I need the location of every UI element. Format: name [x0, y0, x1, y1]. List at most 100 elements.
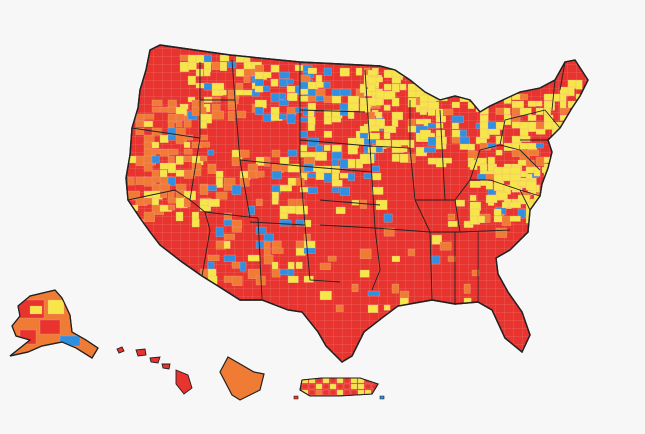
county-patch [495, 227, 508, 238]
county-patch [278, 71, 290, 79]
county-patch [371, 186, 384, 195]
alaska-outline [9, 289, 99, 359]
pr-municipio [315, 383, 323, 390]
county-patch [419, 101, 430, 108]
county-patch [541, 208, 551, 216]
hawaii-island-5 [175, 369, 193, 395]
county-patch [533, 166, 541, 177]
puerto-rico [293, 377, 385, 400]
county-patch [359, 269, 370, 278]
county-patch [495, 149, 503, 156]
pr-municipio [357, 378, 365, 384]
county-patch [493, 180, 504, 191]
county-patch [286, 85, 297, 93]
county-patch [231, 261, 240, 269]
county-patch [485, 194, 498, 204]
county-patch [367, 97, 377, 106]
county-patch [199, 106, 207, 115]
county-patch [335, 206, 346, 215]
county-patch [215, 177, 223, 188]
county-patch [262, 85, 270, 92]
hawaii-island-2 [135, 348, 147, 357]
county-patch [551, 149, 560, 158]
county-patch [315, 95, 324, 102]
county-patch [419, 108, 427, 115]
county-patch [559, 128, 568, 135]
pr-municipio [315, 378, 323, 384]
county-patch [339, 67, 350, 77]
county-patch [295, 205, 308, 215]
county-patch [307, 123, 315, 131]
county-patch [270, 64, 280, 73]
county-patch [509, 215, 521, 222]
county-patch [175, 120, 183, 128]
county-patch [299, 151, 310, 158]
county-patch [439, 241, 452, 251]
county-patch [219, 54, 230, 62]
county-patch [339, 88, 351, 96]
county-patch [469, 180, 481, 188]
county-patch [383, 139, 392, 149]
county-patch [383, 83, 392, 91]
county-patch [175, 183, 187, 191]
county-patch [227, 110, 235, 122]
county-patch [247, 268, 260, 280]
county-patch [503, 114, 512, 126]
county-patch [501, 201, 509, 209]
county-patch [287, 268, 295, 277]
county-patch [303, 219, 312, 228]
county-patch [279, 184, 292, 192]
county-patch [263, 233, 274, 243]
county-patch [179, 61, 189, 72]
county-patch [167, 204, 175, 211]
county-patch [135, 155, 144, 167]
county-patch [367, 304, 379, 313]
county-patch [183, 155, 193, 162]
county-patch [299, 130, 308, 138]
hawaii-island-4 [161, 363, 171, 370]
county-patch [427, 101, 440, 111]
pr-municipio [322, 383, 330, 390]
county-patch [551, 156, 564, 165]
county-patch [199, 120, 207, 129]
county-patch [211, 96, 221, 103]
county-patch [135, 127, 144, 135]
county-patch [287, 163, 300, 173]
county-patch [347, 102, 359, 112]
county-patch [191, 106, 200, 116]
county-patch [535, 142, 544, 149]
pr-municipio [343, 383, 351, 390]
county-patch [323, 81, 331, 89]
county-patch [159, 134, 169, 143]
county-patch [211, 110, 225, 120]
county-patch [151, 99, 163, 107]
county-patch [255, 170, 265, 178]
county-patch [479, 79, 488, 89]
county-patch [255, 226, 267, 235]
county-patch [270, 78, 279, 87]
county-patch [151, 106, 161, 113]
county-patch [391, 97, 400, 107]
county-patch [323, 130, 333, 138]
county-patch [391, 111, 404, 121]
county-patch [191, 211, 199, 220]
county-patch [559, 191, 570, 203]
county-patch [399, 290, 410, 298]
county-patch [207, 163, 217, 174]
county-patch [567, 142, 575, 152]
county-patch [235, 68, 245, 77]
county-patch [207, 184, 217, 191]
county-patch [295, 219, 304, 227]
alaska-regions [13, 299, 81, 347]
county-patch [323, 116, 332, 125]
pr-municipio [343, 378, 351, 384]
county-patch [355, 67, 363, 76]
pr-municipio [350, 389, 358, 396]
county-patch [501, 215, 512, 226]
county-patch [367, 125, 380, 132]
county-patch [423, 69, 436, 79]
county-patch [383, 304, 391, 311]
county-patch [247, 254, 260, 262]
county-patch [347, 95, 359, 104]
county-patch [567, 114, 580, 124]
